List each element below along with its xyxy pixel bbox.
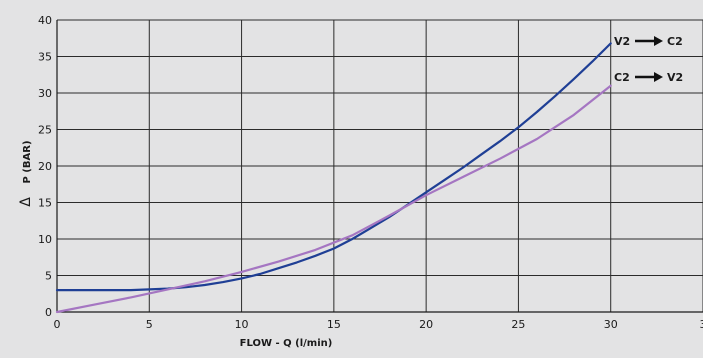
x-tick-label: 30 (604, 318, 618, 331)
arrow-right-icon (654, 36, 663, 46)
y-tick-label: 15 (38, 197, 52, 210)
x-tick-label: 3 (700, 318, 703, 331)
legend-entry-1: V2 C2 (614, 35, 683, 48)
x-tick-label: 20 (419, 318, 433, 331)
series-line-2 (55, 84, 612, 314)
y-tick-label: 10 (38, 233, 52, 246)
x-tick-label: 10 (235, 318, 249, 331)
tick-labels: 05101520253030510152025303540 (38, 14, 703, 331)
x-tick-label: 15 (327, 318, 341, 331)
y-tick-label: 5 (45, 270, 52, 283)
y-tick-label: 40 (38, 14, 52, 27)
grid (57, 19, 703, 312)
legend: V2 C2 C2 V2 (614, 35, 683, 84)
legend-from-label: V2 (614, 35, 630, 48)
legend-to-label: V2 (667, 71, 683, 84)
y-axis-title-group: Δ P (BAR) (18, 140, 34, 206)
y-tick-label: 35 (38, 51, 52, 64)
x-axis-title: FLOW - Q (l/min) (240, 338, 333, 349)
x-tick-label: 25 (511, 318, 525, 331)
axes (56, 20, 703, 313)
y-tick-label: 0 (45, 306, 52, 319)
series-lines (55, 42, 612, 314)
legend-entry-2: C2 V2 (614, 71, 683, 84)
y-axis-delta-symbol: Δ (18, 197, 34, 207)
y-axis-title: P (BAR) (22, 140, 33, 183)
x-tick-label: 0 (54, 318, 61, 331)
legend-from-label: C2 (614, 71, 630, 84)
y-tick-label: 25 (38, 124, 52, 137)
y-tick-label: 20 (38, 160, 52, 173)
arrow-right-icon (654, 72, 663, 82)
y-tick-label: 30 (38, 87, 52, 100)
x-tick-label: 5 (146, 318, 153, 331)
legend-to-label: C2 (667, 35, 683, 48)
